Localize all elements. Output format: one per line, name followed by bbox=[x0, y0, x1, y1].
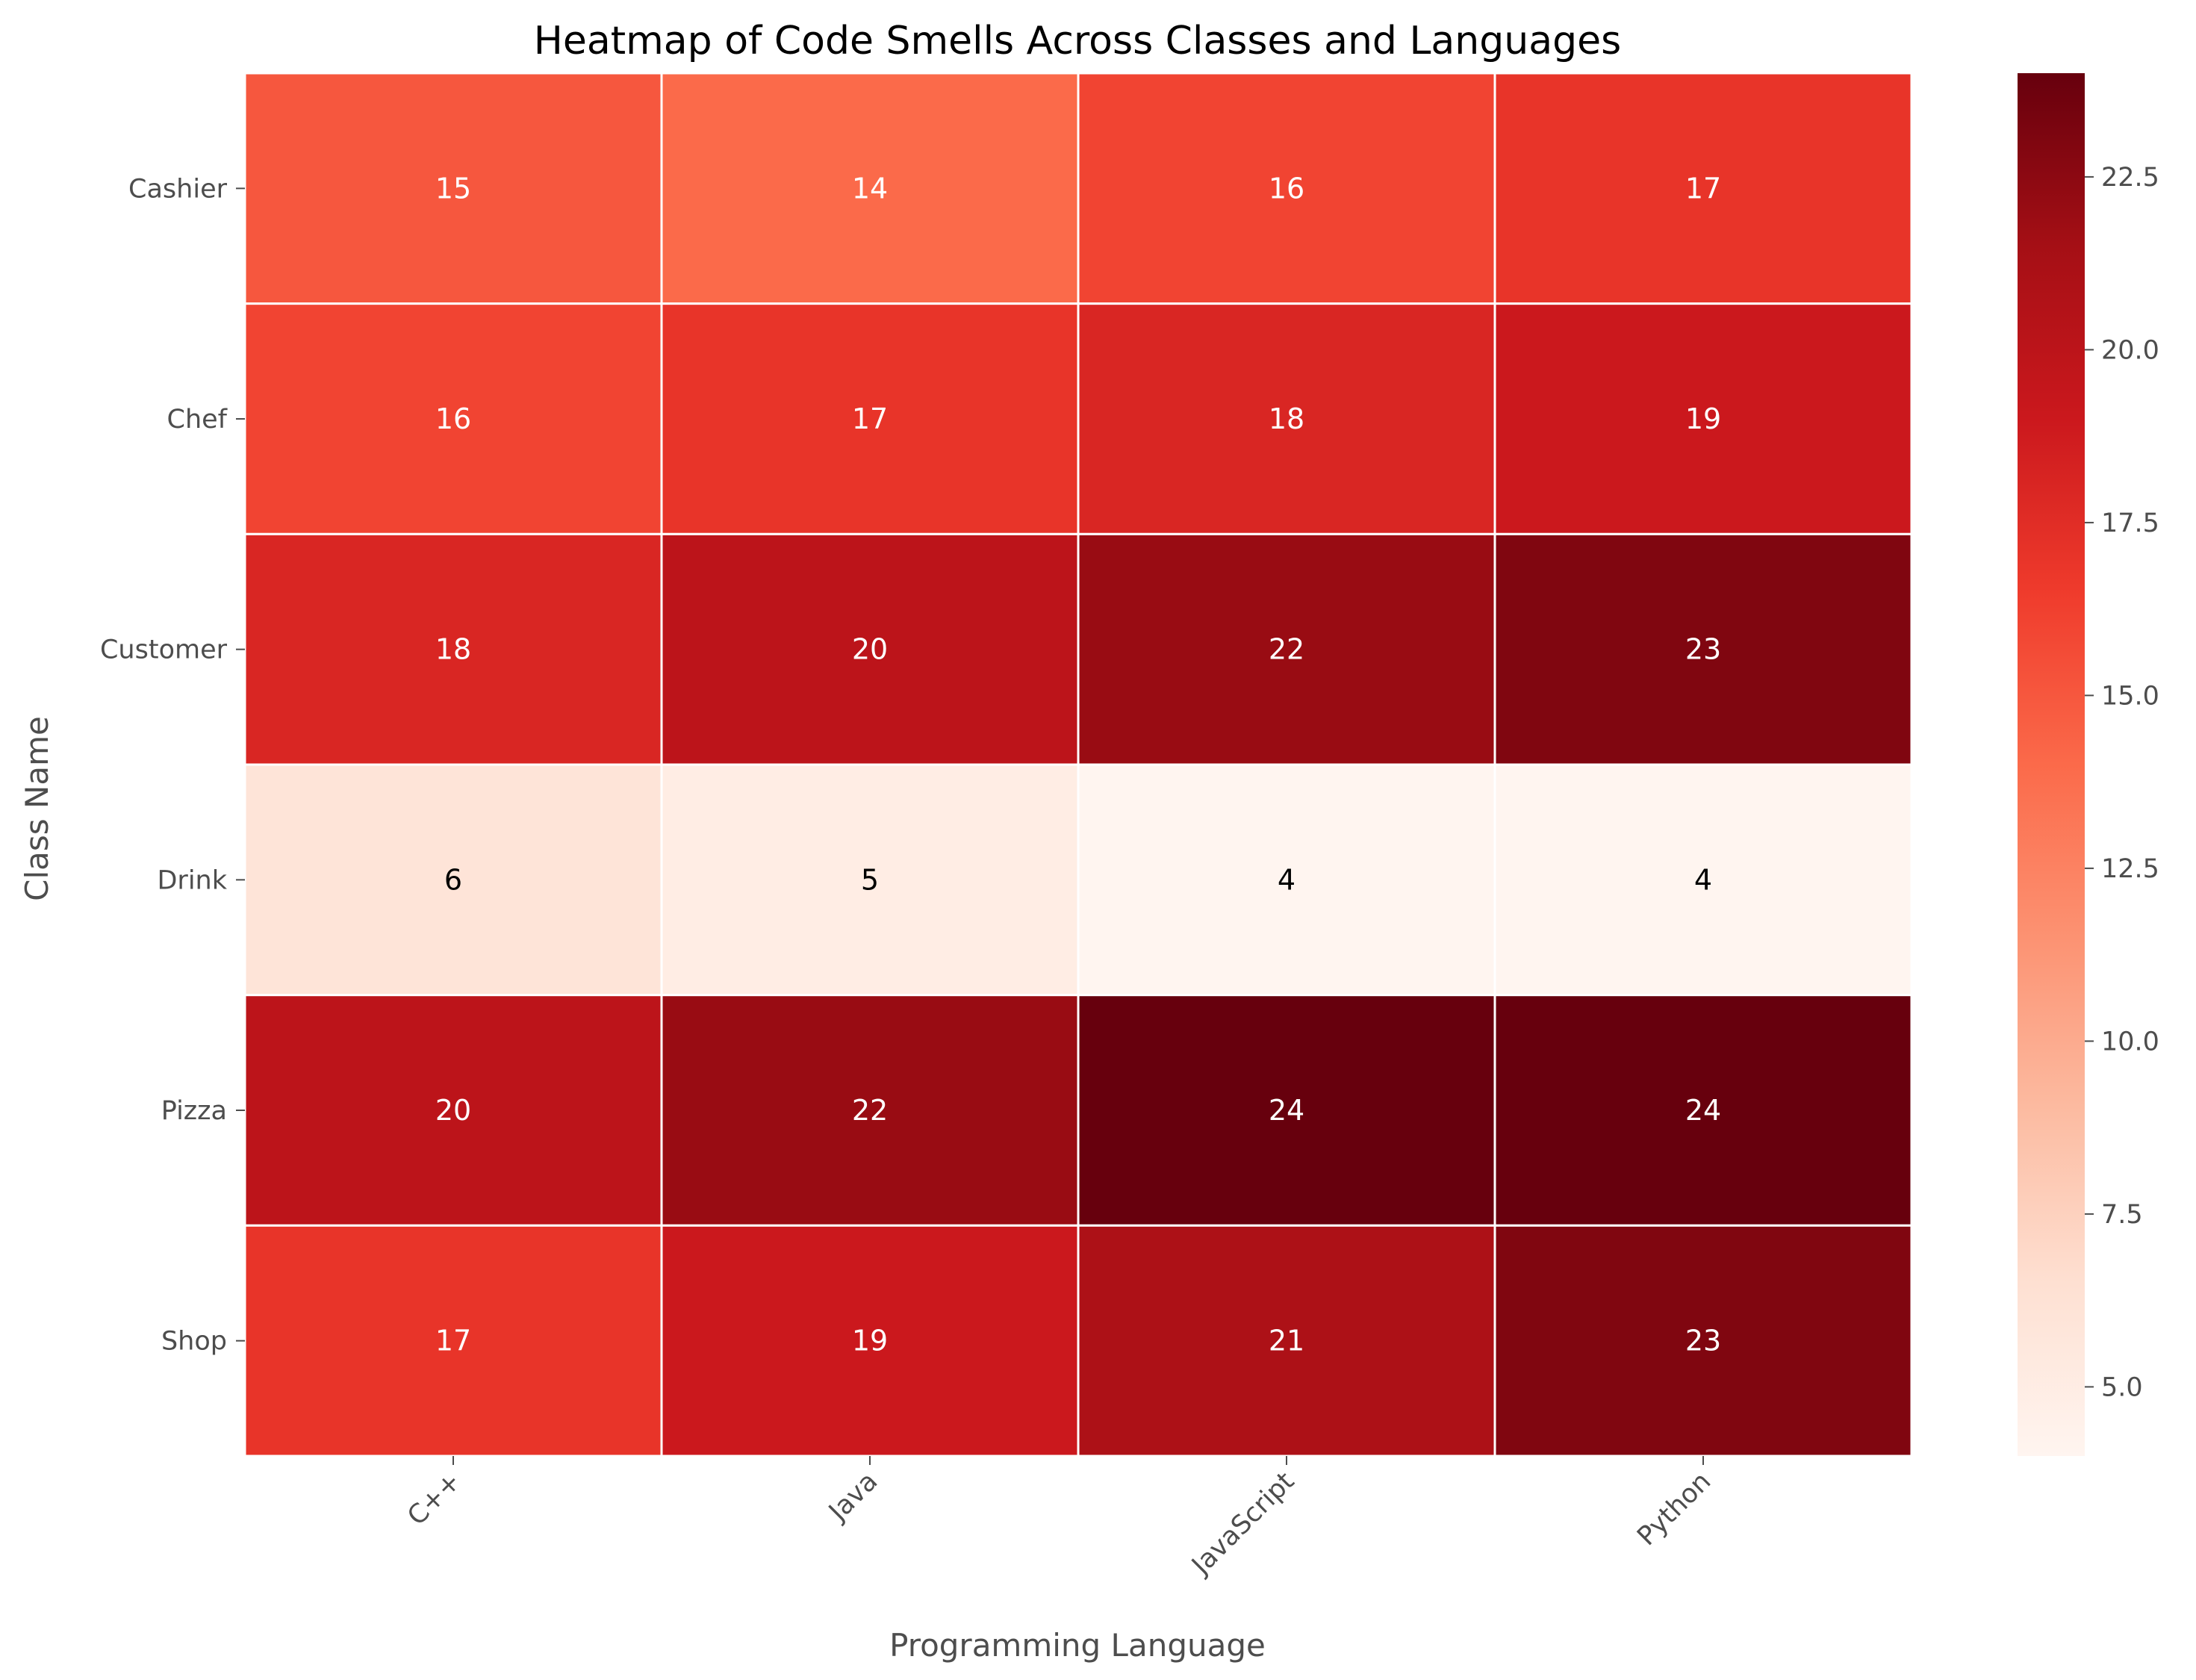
heatmap-cell bbox=[1077, 72, 1496, 305]
colorbar-tick-label: 15.0 bbox=[2101, 681, 2159, 711]
cell-value-label: 18 bbox=[1269, 402, 1304, 435]
cell-value-label: 24 bbox=[1269, 1094, 1304, 1127]
x-axis-label: Programming Language bbox=[889, 1627, 1266, 1664]
heatmap-cell bbox=[1493, 302, 1913, 535]
cell-value-label: 17 bbox=[852, 402, 888, 435]
cell-value-label: 22 bbox=[1269, 633, 1304, 666]
heatmap-cell bbox=[1493, 72, 1913, 305]
cell-value-label: 4 bbox=[1694, 863, 1712, 896]
heatmap-cells: 15 14 16 17 16 17 18 19 18 20 22 23 6 5 4 4 20 22 24 24 17 19… bbox=[243, 72, 1913, 1457]
y-axis-ticks: Cashier Chef Customer Drink Pizza Shop bbox=[100, 174, 245, 1357]
x-tick-label: Python bbox=[1632, 1466, 1717, 1552]
colorbar-tick-label: 7.5 bbox=[2101, 1200, 2143, 1230]
y-tick-label: Pizza bbox=[161, 1096, 227, 1126]
colorbar-tick-label: 10.0 bbox=[2101, 1027, 2159, 1057]
heatmap-cell bbox=[660, 532, 1080, 766]
cell-value-label: 16 bbox=[435, 402, 471, 435]
cell-value-label: 14 bbox=[852, 172, 888, 205]
cell-value-label: 19 bbox=[852, 1325, 888, 1357]
colorbar: 5.0 7.5 10.0 12.5 15.0 17.5 20.0 22.5 bbox=[2018, 73, 2159, 1456]
heatmap-cell bbox=[1493, 1224, 1913, 1457]
cell-value-label: 4 bbox=[1278, 863, 1295, 896]
heatmap-cell bbox=[243, 302, 663, 535]
cell-value-label: 17 bbox=[435, 1325, 471, 1357]
x-tick-label: JavaScript bbox=[1186, 1466, 1301, 1581]
x-tick-label: C++ bbox=[402, 1466, 467, 1531]
cell-value-label: 6 bbox=[444, 863, 462, 896]
cell-value-label: 21 bbox=[1269, 1325, 1304, 1357]
heatmap-cell bbox=[660, 994, 1080, 1227]
cell-value-label: 5 bbox=[861, 863, 879, 896]
cell-value-label: 16 bbox=[1269, 172, 1304, 205]
cell-value-label: 18 bbox=[435, 633, 471, 666]
cell-value-label: 24 bbox=[1685, 1094, 1721, 1127]
cell-value-label: 23 bbox=[1685, 1325, 1721, 1357]
heatmap-cell bbox=[660, 302, 1080, 535]
cell-value-label: 20 bbox=[852, 633, 888, 666]
cell-value-label: 23 bbox=[1685, 633, 1721, 666]
y-tick-label: Cashier bbox=[128, 174, 228, 204]
colorbar-tick-label: 17.5 bbox=[2101, 508, 2159, 538]
colorbar-ticks: 5.0 7.5 10.0 12.5 15.0 17.5 20.0 22.5 bbox=[2085, 163, 2159, 1402]
cell-value-label: 19 bbox=[1685, 402, 1721, 435]
heatmap-cell bbox=[243, 763, 663, 997]
heatmap-cell bbox=[1493, 532, 1913, 766]
chart-title: Heatmap of Code Smells Across Classes an… bbox=[534, 19, 1621, 63]
y-axis-label: Class Name bbox=[19, 716, 55, 901]
colorbar-tick-label: 5.0 bbox=[2101, 1372, 2143, 1402]
cell-value-label: 15 bbox=[435, 172, 471, 205]
cell-value-label: 20 bbox=[435, 1094, 471, 1127]
heatmap-cell bbox=[243, 1224, 663, 1457]
cell-value-label: 22 bbox=[852, 1094, 888, 1127]
heatmap-cell bbox=[243, 72, 663, 305]
y-tick-label: Shop bbox=[161, 1327, 227, 1357]
y-tick-label: Customer bbox=[100, 635, 228, 665]
heatmap-cell bbox=[1077, 1224, 1496, 1457]
cell-value-label: 17 bbox=[1685, 172, 1721, 205]
heatmap-cell bbox=[660, 763, 1080, 997]
heatmap-cell bbox=[1077, 763, 1496, 997]
colorbar-gradient bbox=[2018, 73, 2085, 1456]
heatmap-cell bbox=[243, 994, 663, 1227]
x-axis-ticks: C++ Java JavaScript Python bbox=[402, 1456, 1717, 1581]
colorbar-tick-label: 22.5 bbox=[2101, 163, 2159, 193]
colorbar-tick-label: 20.0 bbox=[2101, 335, 2159, 365]
y-tick-label: Chef bbox=[167, 405, 228, 435]
x-tick-label: Java bbox=[822, 1466, 883, 1528]
heatmap-cell bbox=[1493, 763, 1913, 997]
heatmap-cell bbox=[660, 72, 1080, 305]
heatmap-cell bbox=[660, 1224, 1080, 1457]
y-tick-label: Drink bbox=[157, 865, 227, 895]
colorbar-tick-label: 12.5 bbox=[2101, 854, 2159, 884]
heatmap-cell bbox=[1493, 994, 1913, 1227]
heatmap-cell bbox=[1077, 994, 1496, 1227]
